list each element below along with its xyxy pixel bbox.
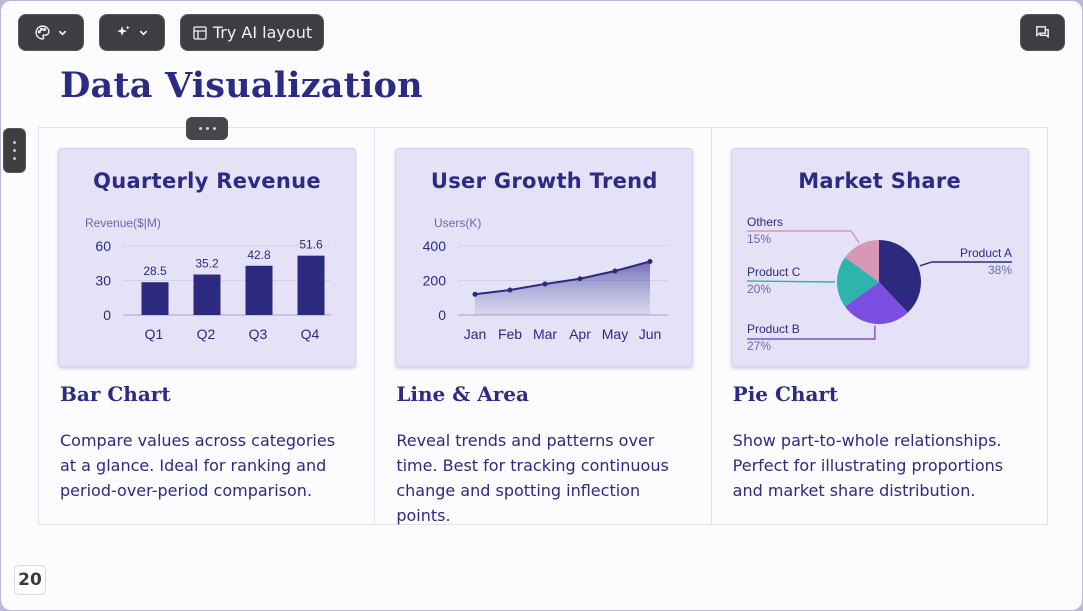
line-area-column: User Growth Trend Users(K) 0 200 400 Jan Feb M… bbox=[375, 128, 712, 525]
comment-icon bbox=[1034, 24, 1051, 41]
slice-label: Others bbox=[747, 215, 783, 229]
bar-chart-description: Compare values across categories at a gl… bbox=[60, 431, 336, 500]
pie-chart-column: Market Share Product A 38% Product B 27% Pro… bbox=[712, 128, 1047, 524]
line-chart-title: User Growth Trend bbox=[430, 169, 658, 193]
data-point bbox=[577, 276, 583, 282]
pie-chart-title: Market Share bbox=[798, 169, 962, 193]
x-tick-label: Q1 bbox=[145, 326, 164, 342]
data-point bbox=[647, 259, 653, 265]
pie-chart-card: Market Share Product A 38% Product B 27% Pro… bbox=[730, 148, 1029, 367]
pie-chart-heading: Pie Chart bbox=[732, 382, 839, 406]
bar bbox=[193, 274, 221, 315]
comments-button[interactable] bbox=[1020, 14, 1065, 51]
x-tick-label: Q2 bbox=[197, 326, 216, 342]
page-title: Data Visualization bbox=[60, 65, 423, 106]
leader-line bbox=[746, 230, 860, 244]
data-point bbox=[472, 291, 478, 297]
data-point bbox=[542, 281, 548, 287]
x-tick-label: Jun bbox=[639, 326, 662, 342]
chevron-down-icon bbox=[138, 27, 149, 38]
pie-chart-description: Show part-to-whole relationships. Perfec… bbox=[732, 431, 1004, 500]
bar bbox=[297, 255, 325, 315]
bar bbox=[141, 282, 169, 315]
y-tick-label: 60 bbox=[95, 238, 111, 254]
x-tick-label: Jan bbox=[464, 326, 487, 342]
slice-percent: 38% bbox=[988, 263, 1012, 277]
y-axis-label: Revenue($|M) bbox=[85, 216, 161, 230]
x-tick-label: Mar bbox=[533, 326, 557, 342]
chevron-down-icon bbox=[57, 27, 68, 38]
bar-value-label: 51.6 bbox=[299, 238, 323, 252]
x-tick-label: Q3 bbox=[249, 326, 268, 342]
data-point bbox=[612, 268, 618, 274]
bar-value-label: 28.5 bbox=[143, 264, 167, 278]
x-tick-label: Apr bbox=[569, 326, 591, 342]
x-tick-label: May bbox=[602, 326, 628, 342]
line-chart-description: Reveal trends and patterns over time. Be… bbox=[396, 431, 669, 525]
pie-slice bbox=[844, 240, 879, 282]
y-tick-label: 30 bbox=[95, 273, 111, 289]
page-number: 20 bbox=[14, 565, 46, 595]
bar-chart-heading: Bar Chart bbox=[60, 382, 171, 406]
y-tick-label: 0 bbox=[103, 307, 111, 323]
bar-chart-column: Quarterly Revenue Revenue($|M) 0 30 60 28.5 Q… bbox=[39, 128, 376, 524]
chart-types-grid: Quarterly Revenue Revenue($|M) 0 30 60 28.5 Q… bbox=[38, 127, 1048, 525]
theme-menu-button[interactable] bbox=[18, 14, 84, 51]
y-tick-label: 0 bbox=[439, 307, 447, 323]
y-axis-label: Users(K) bbox=[434, 216, 481, 230]
bar-chart-title: Quarterly Revenue bbox=[93, 169, 321, 193]
bar-chart-card: Quarterly Revenue Revenue($|M) 0 30 60 28.5 Q… bbox=[58, 148, 356, 367]
series-line bbox=[475, 260, 651, 296]
slice-percent: 27% bbox=[747, 339, 771, 353]
bar-chart: Revenue($|M) 0 30 60 28.5 Q1 35.2 Q2 42.8 Q3 51.6 Q… bbox=[85, 216, 331, 342]
bar-value-label: 35.2 bbox=[195, 257, 219, 271]
try-ai-layout-button[interactable]: Try AI layout bbox=[180, 14, 324, 51]
line-chart: Users(K) 0 200 400 Jan Feb Mar Apr May Jun bbox=[423, 216, 669, 342]
pie-slice bbox=[844, 282, 908, 324]
data-point bbox=[507, 287, 513, 293]
y-tick-label: 200 bbox=[423, 273, 447, 289]
leader-line bbox=[919, 261, 1012, 267]
side-panel-handle[interactable] bbox=[3, 128, 26, 173]
pie-slice bbox=[878, 240, 921, 313]
slice-percent: 20% bbox=[747, 282, 771, 296]
pie-slice bbox=[836, 257, 879, 307]
try-ai-layout-label: Try AI layout bbox=[212, 23, 313, 42]
x-tick-label: Q4 bbox=[301, 326, 320, 342]
slice-label: Product B bbox=[747, 322, 800, 336]
bar bbox=[245, 265, 273, 315]
area-fill bbox=[475, 261, 651, 315]
sparkles-icon bbox=[115, 24, 132, 41]
bar-value-label: 42.8 bbox=[247, 248, 271, 262]
magic-menu-button[interactable] bbox=[99, 14, 165, 51]
slice-percent: 15% bbox=[747, 232, 771, 246]
leader-line bbox=[746, 280, 835, 283]
line-chart-card: User Growth Trend Users(K) 0 200 400 Jan Feb M… bbox=[395, 148, 694, 367]
slice-label: Product C bbox=[747, 265, 801, 279]
palette-icon bbox=[34, 24, 51, 41]
leader-line bbox=[746, 325, 876, 340]
pie-chart: Product A 38% Product B 27% Product C 20% Othe… bbox=[746, 215, 1012, 353]
slice-label: Product A bbox=[960, 246, 1012, 260]
x-tick-label: Feb bbox=[498, 326, 522, 342]
y-tick-label: 400 bbox=[423, 238, 447, 254]
block-drag-handle[interactable] bbox=[186, 117, 228, 140]
line-chart-heading: Line & Area bbox=[396, 382, 529, 406]
layout-icon bbox=[192, 25, 208, 41]
